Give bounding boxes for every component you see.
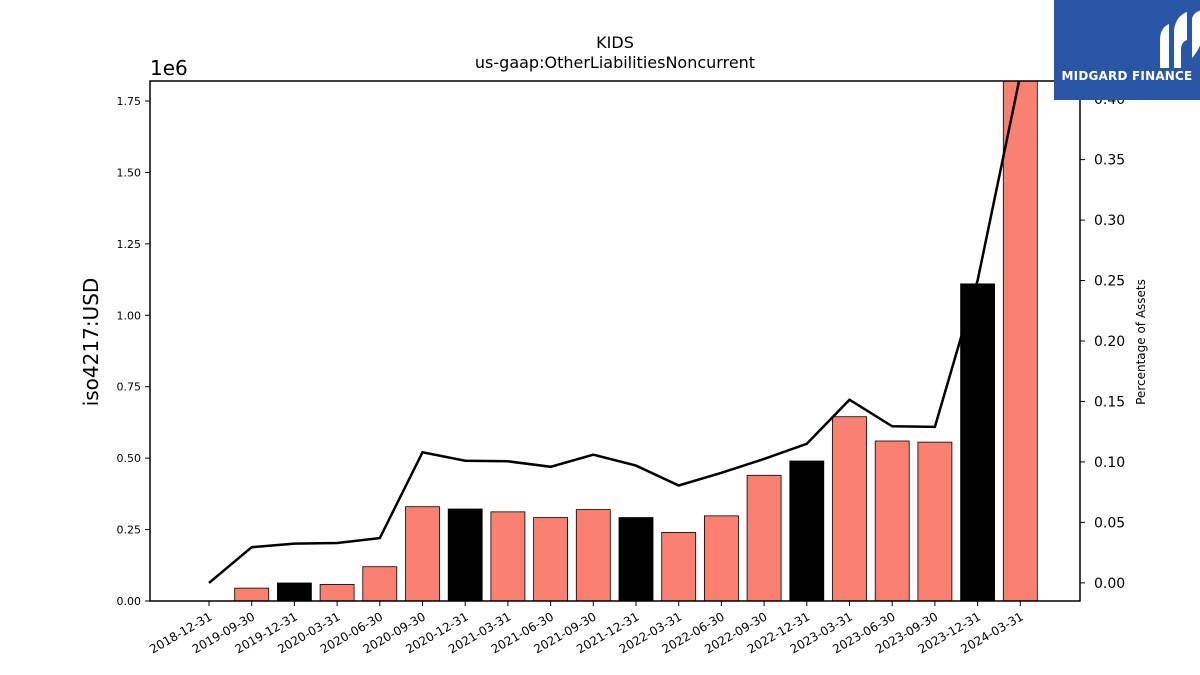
series-line xyxy=(208,81,1021,584)
bar xyxy=(575,509,611,602)
midgard-logo: MIDGARD FINANCE xyxy=(1054,0,1200,100)
midgard-logo-icon xyxy=(1160,10,1200,68)
logo-text: MIDGARD FINANCE xyxy=(1061,69,1193,83)
bar xyxy=(362,566,398,602)
bar xyxy=(746,474,782,602)
y-tick-label: 1.50 xyxy=(117,166,142,179)
chart-subtitle: us-gaap:OtherLiabilitiesNoncurrent xyxy=(475,53,755,72)
line-group xyxy=(208,81,1021,584)
y2-tick-label: 0.05 xyxy=(1094,515,1125,531)
bar xyxy=(319,584,355,602)
y2-tick-label: 0.20 xyxy=(1094,334,1125,350)
bar xyxy=(276,582,312,602)
bar xyxy=(1002,80,1038,602)
y2-tick-label: 0.30 xyxy=(1094,213,1125,229)
bar xyxy=(960,283,995,602)
bar xyxy=(874,440,910,602)
bar xyxy=(490,511,526,602)
y-tick-label: 1.25 xyxy=(117,238,142,251)
y2-tick-label: 0.15 xyxy=(1094,394,1125,410)
y2-axis-label: Percentage of Assets xyxy=(1134,279,1148,405)
y-tick-label: 1.75 xyxy=(117,95,142,108)
y-tick-label: 1.00 xyxy=(117,309,142,322)
bars-group xyxy=(234,80,1038,602)
bar xyxy=(618,517,654,602)
y-tick-label: 0.75 xyxy=(117,381,142,394)
y2-tick-label: 0.10 xyxy=(1094,455,1125,471)
y-tick-label: 0.50 xyxy=(117,452,142,465)
y-axis-label: iso4217:USD xyxy=(79,278,103,407)
y-offset-label: 1e6 xyxy=(150,56,188,80)
x-axis-ticks: 2018-12-312019-09-302019-12-312020-03-31… xyxy=(147,601,1026,656)
y2-tick-label: 0.35 xyxy=(1094,153,1125,169)
y2-tick-label: 0.00 xyxy=(1094,576,1125,592)
y-tick-label: 0.00 xyxy=(117,595,142,608)
y-tick-label: 0.25 xyxy=(117,524,142,537)
bar xyxy=(789,460,825,602)
bar xyxy=(917,441,953,602)
bar xyxy=(832,416,867,602)
bar xyxy=(234,587,270,602)
chart-title: KIDS xyxy=(596,33,634,52)
bar xyxy=(704,515,739,602)
bar xyxy=(661,532,697,602)
bar xyxy=(533,517,568,602)
y2-axis-ticks: 0.000.050.100.150.200.250.300.350.40 xyxy=(1080,92,1125,592)
y-axis-ticks: 0.00 0.25 0.50 0.75 1.00 1.25 1.50 1.75 xyxy=(117,95,150,608)
y2-tick-label: 0.25 xyxy=(1094,274,1125,290)
bar xyxy=(447,508,483,602)
bar xyxy=(405,506,440,602)
